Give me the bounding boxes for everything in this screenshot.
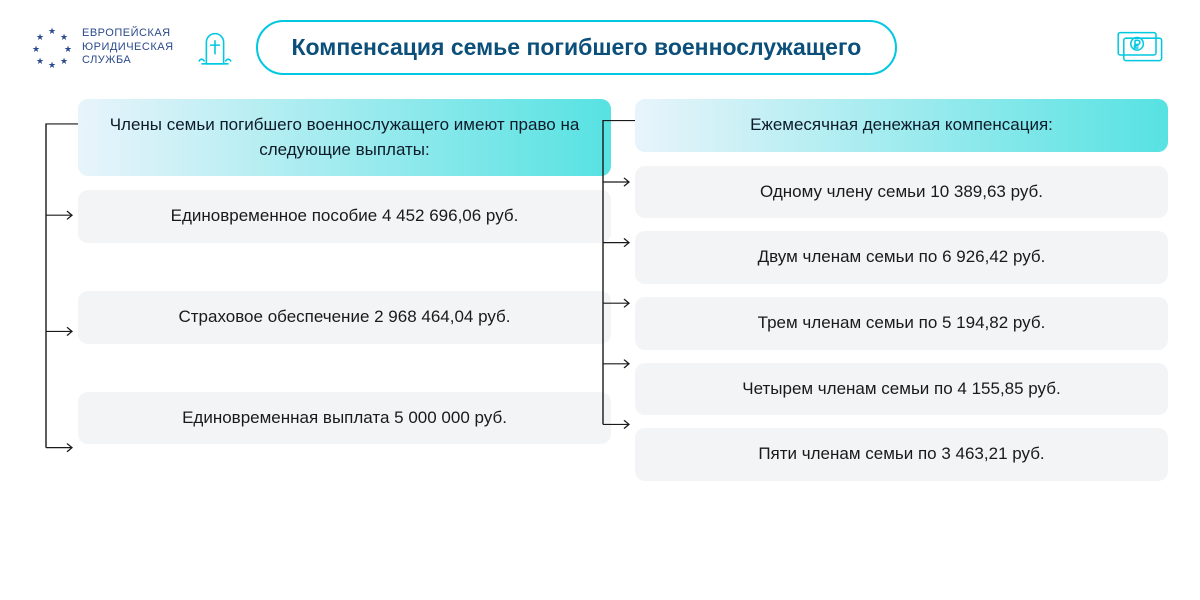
right-column: Ежемесячная денежная компенсация: Одному… <box>635 99 1168 481</box>
money-icon <box>1114 26 1170 70</box>
right-item: Трем членам семьи по 5 194,82 руб. <box>635 297 1168 350</box>
header: ★ ★ ★ ★ ★ ★ ★ ★ ЕВРОПЕЙСКАЯ ЮРИДИЧЕСКАЯ … <box>0 0 1200 85</box>
logo-text: ЕВРОПЕЙСКАЯ ЮРИДИЧЕСКАЯ СЛУЖБА <box>82 27 174 68</box>
columns: Члены семьи погибшего военнослужащего им… <box>0 85 1200 501</box>
eu-stars-icon: ★ ★ ★ ★ ★ ★ ★ ★ <box>30 26 74 70</box>
logo-line3: СЛУЖБА <box>82 54 174 68</box>
logo-line1: ЕВРОПЕЙСКАЯ <box>82 27 174 41</box>
logo-line2: ЮРИДИЧЕСКАЯ <box>82 41 174 55</box>
left-column: Члены семьи погибшего военнослужащего им… <box>78 99 611 481</box>
left-item: Страховое обеспечение 2 968 464,04 руб. <box>78 291 611 344</box>
right-item: Пяти членам семьи по 3 463,21 руб. <box>635 428 1168 481</box>
right-item: Двум членам семьи по 6 926,42 руб. <box>635 231 1168 284</box>
logo: ★ ★ ★ ★ ★ ★ ★ ★ ЕВРОПЕЙСКАЯ ЮРИДИЧЕСКАЯ … <box>30 26 174 70</box>
left-item: Единовременное пособие 4 452 696,06 руб. <box>78 190 611 243</box>
right-item: Одному члену семьи 10 389,63 руб. <box>635 166 1168 219</box>
tree-connector-left <box>36 99 78 481</box>
page-title: Компенсация семье погибшего военнослужащ… <box>256 20 898 75</box>
right-item: Четырем членам семьи по 4 155,85 руб. <box>635 363 1168 416</box>
right-header: Ежемесячная денежная компенсация: <box>635 99 1168 152</box>
grave-icon <box>192 25 238 71</box>
left-item: Единовременная выплата 5 000 000 руб. <box>78 392 611 445</box>
left-header: Члены семьи погибшего военнослужащего им… <box>78 99 611 176</box>
